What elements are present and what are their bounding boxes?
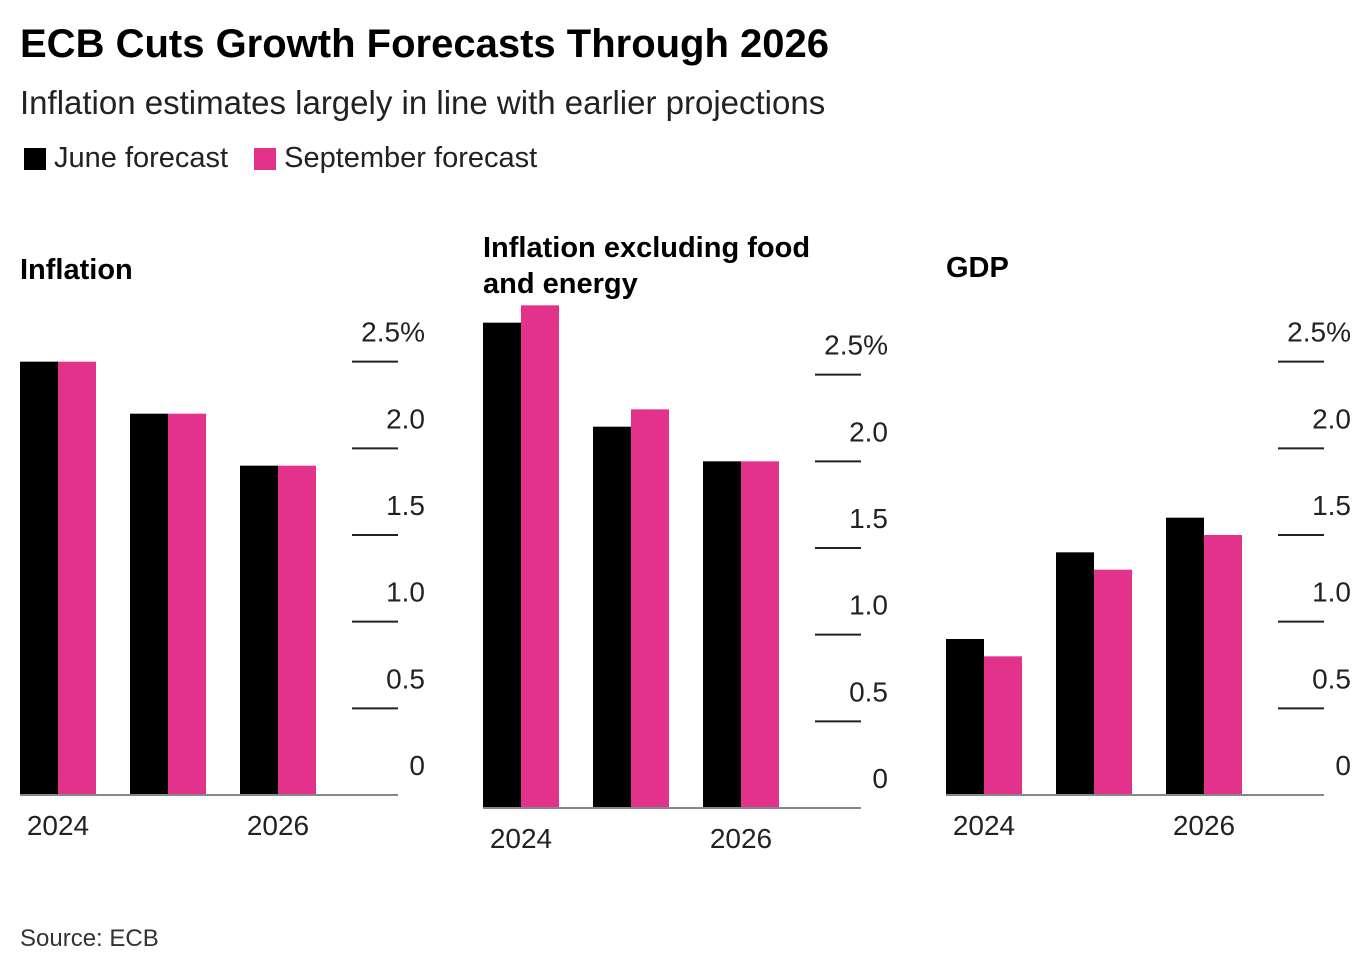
title: ECB Cuts Growth Forecasts Through 2026 xyxy=(20,22,830,66)
bar xyxy=(984,656,1022,795)
panel-title: Inflation excluding food and energy xyxy=(483,232,811,300)
y-tick-label: 0 xyxy=(409,750,425,781)
x-tick-label: 2026 xyxy=(247,810,309,841)
y-tick-label: 1.5 xyxy=(849,503,888,534)
y-tick-label: 2.0 xyxy=(1312,403,1351,434)
legend-item: June forecast xyxy=(24,142,228,175)
y-tick-label: 1.0 xyxy=(1312,577,1351,608)
bar xyxy=(631,409,669,808)
bar xyxy=(521,305,559,808)
legend-label: September forecast xyxy=(284,142,538,174)
y-tick-label: 1.5 xyxy=(386,490,425,521)
bar xyxy=(703,461,741,808)
panel-title: GDP xyxy=(946,252,1009,284)
bar xyxy=(946,639,984,795)
panel-title: Inflation xyxy=(20,254,133,286)
x-tick-label: 2026 xyxy=(710,823,772,854)
source: Source: ECB xyxy=(20,925,159,952)
bar xyxy=(130,413,168,795)
bar xyxy=(1204,535,1242,795)
legend-label: June forecast xyxy=(54,142,229,174)
x-tick-label: 2024 xyxy=(27,810,89,841)
y-tick-label: 1.5 xyxy=(1312,490,1351,521)
legend: June forecast September forecast xyxy=(24,142,563,175)
legend-swatch xyxy=(254,147,277,170)
x-tick-label: 2024 xyxy=(490,823,552,854)
subtitle: Inflation estimates largely in line with… xyxy=(20,84,826,121)
bar xyxy=(483,322,521,808)
y-tick-label: 0.5 xyxy=(1312,663,1351,694)
y-tick-label: 2.0 xyxy=(386,403,425,434)
y-tick-label: 2.0 xyxy=(849,416,888,447)
bar xyxy=(278,465,316,795)
y-tick-label: 0 xyxy=(1335,750,1351,781)
y-tick-label: 1.0 xyxy=(386,577,425,608)
x-tick-label: 2026 xyxy=(1173,810,1235,841)
bar xyxy=(240,465,278,795)
bar xyxy=(1166,517,1204,795)
y-tick-label: 0 xyxy=(872,763,888,794)
bar xyxy=(58,361,96,795)
y-tick-label: 0.5 xyxy=(849,676,888,707)
bar xyxy=(168,413,206,795)
y-tick-label: 2.5% xyxy=(824,330,888,361)
y-tick-label: 0.5 xyxy=(386,663,425,694)
x-tick-label: 2024 xyxy=(953,810,1015,841)
bar xyxy=(741,461,779,808)
legend-swatch xyxy=(24,147,46,170)
bar xyxy=(20,361,58,795)
bar xyxy=(1094,569,1132,795)
y-tick-label: 1.0 xyxy=(849,590,888,621)
bar xyxy=(1056,552,1094,795)
y-tick-label: 2.5% xyxy=(1287,317,1351,348)
bar xyxy=(593,426,631,808)
legend-item: September forecast xyxy=(254,142,537,175)
y-tick-label: 2.5% xyxy=(361,317,425,348)
